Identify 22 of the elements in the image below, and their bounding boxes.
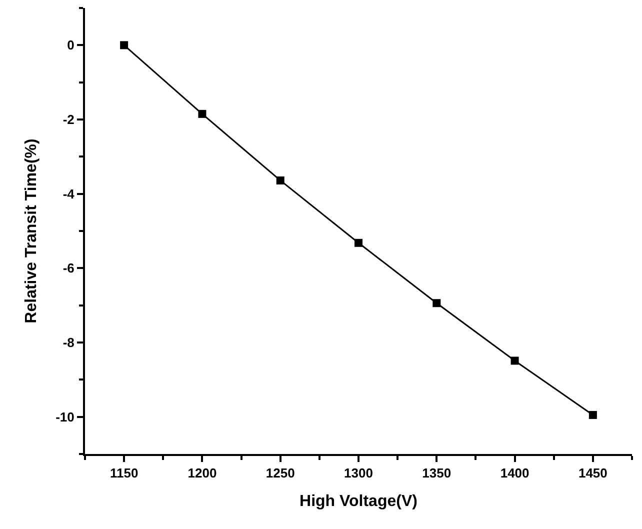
point — [354, 238, 362, 247]
point — [510, 356, 519, 365]
y-tick-label: -8 — [62, 335, 74, 350]
y-tick-label: -2 — [62, 112, 74, 128]
x-tick-label: 1450 — [578, 466, 608, 481]
x-tick-label: 1200 — [188, 466, 217, 481]
y-tick-label: -10 — [56, 409, 74, 424]
x-tick-label: 1300 — [344, 466, 373, 481]
point — [120, 41, 128, 50]
point — [588, 410, 597, 419]
x-axis-title: High Voltage(V) — [300, 492, 418, 510]
x-tick-label: 1150 — [110, 466, 138, 481]
y-tick-label: -4 — [62, 186, 76, 202]
y-axis-title: Relative Transit Time(%) — [23, 138, 40, 324]
point — [432, 299, 441, 308]
x-tick-label: 1350 — [422, 466, 452, 481]
x-tick-label: 1400 — [500, 466, 530, 481]
y-tick-label: -6 — [62, 260, 74, 276]
point — [198, 110, 206, 118]
point — [276, 176, 284, 184]
y-tick-label: 0 — [67, 38, 74, 53]
x-tick-label: 1250 — [266, 466, 295, 481]
